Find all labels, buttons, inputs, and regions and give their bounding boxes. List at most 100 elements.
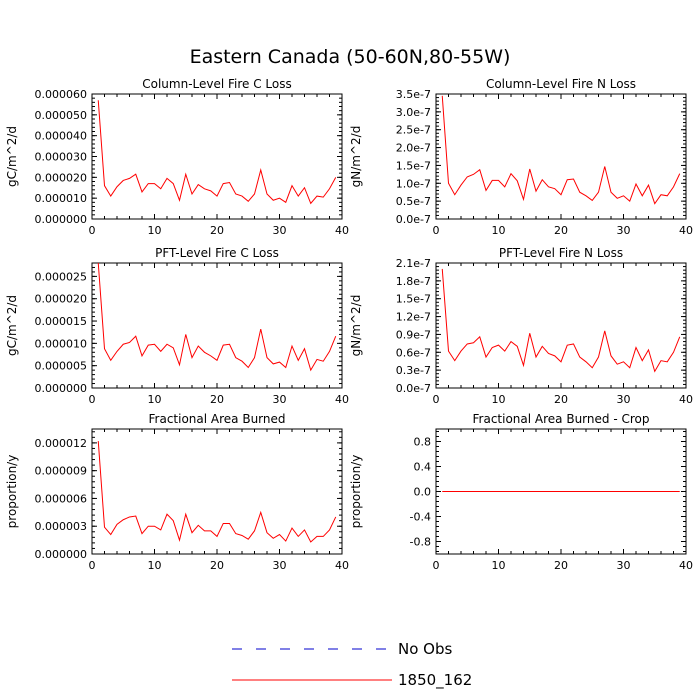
x-tick-label: 10: [148, 224, 162, 237]
y-tick-label: 0.000060: [35, 88, 88, 101]
legend-label-1: No Obs: [398, 640, 452, 658]
y-tick-label: 0.000025: [35, 270, 88, 283]
y-tick-label: 2.0e-7: [396, 142, 431, 155]
panel-4: PFT-Level Fire N Loss gN/m^2/d 0 10 20 30 40 0.…: [349, 246, 693, 406]
y-tick-label: 0.000030: [35, 151, 88, 164]
y-tick-label: 3.5e-7: [396, 88, 431, 101]
x-tick-label: 40: [335, 224, 349, 237]
plot-frame: [92, 94, 342, 219]
x-tick-label: 20: [210, 559, 224, 572]
y-tick-label: 0.000009: [35, 465, 88, 478]
plot-frame: [92, 263, 342, 388]
y-tick-label: 0.0e-7: [396, 213, 431, 226]
x-tick-label: 30: [273, 393, 287, 406]
y-axis-label: gC/m^2/d: [5, 126, 19, 187]
x-tick-label: 10: [148, 393, 162, 406]
series-line-1850_162: [98, 263, 336, 370]
y-tick-label: 0.000020: [35, 293, 88, 306]
panel-1: Column-Level Fire C LossgC/m^2/d01020304…: [5, 77, 349, 237]
y-tick-label: 0.000000: [35, 548, 88, 561]
x-tick-label: 10: [492, 559, 506, 572]
y-axis-label: gN/m^2/d: [349, 295, 363, 357]
x-tick-label: 0: [89, 559, 96, 572]
panel-5: Fractional Area Burned proportion/y 0 10 20 3…: [5, 412, 349, 572]
x-tick-label: 30: [273, 224, 287, 237]
plot-frame: [436, 263, 686, 388]
panel-title: PFT-Level Fire C Loss: [155, 246, 279, 260]
x-tick-label: 40: [335, 559, 349, 572]
x-tick-label: 30: [273, 559, 287, 572]
y-tick-label: 0.000000: [35, 382, 88, 395]
x-tick-label: 40: [335, 393, 349, 406]
y-tick-label: 1.5e-7: [396, 159, 431, 172]
legend-label-2: 1850_162: [398, 671, 472, 690]
x-tick-label: 10: [492, 224, 506, 237]
y-tick-label: 1.8e-7: [396, 275, 431, 288]
plot-frame: [436, 94, 686, 219]
y-tick-label: 0.6e-7: [396, 346, 431, 359]
x-tick-label: 40: [679, 224, 693, 237]
y-axis-label: gN/m^2/d: [349, 126, 363, 188]
x-tick-label: 0: [433, 393, 440, 406]
y-tick-label: 0.000015: [35, 315, 88, 328]
panel-6: Fractional Area Burned - Crop proportion/…: [349, 412, 693, 572]
x-tick-label: 40: [679, 393, 693, 406]
y-tick-label: 1.2e-7: [396, 311, 431, 324]
y-tick-label: 0.000005: [35, 360, 88, 373]
y-tick-label: 0.8: [414, 436, 432, 449]
series-line-1850_162: [442, 269, 680, 371]
y-tick-label: 0.0: [414, 486, 432, 499]
y-tick-label: 0.0e-7: [396, 382, 431, 395]
series-line-1850_162: [98, 100, 336, 203]
plot-frame: [92, 429, 342, 554]
y-tick-label: 0.000003: [35, 520, 88, 533]
x-tick-label: 0: [433, 224, 440, 237]
y-tick-label: 0.000010: [35, 337, 88, 350]
x-tick-label: 30: [617, 224, 631, 237]
y-tick-label: 0.4: [414, 461, 432, 474]
x-tick-label: 30: [617, 559, 631, 572]
x-tick-label: 10: [148, 559, 162, 572]
x-tick-label: 0: [89, 393, 96, 406]
panel-title: Column-Level Fire N Loss: [486, 77, 636, 91]
legend: No Obs 1850_162: [232, 640, 472, 690]
y-tick-label: 0.000012: [35, 437, 88, 450]
x-tick-label: 40: [679, 559, 693, 572]
y-tick-label: 1.5e-7: [396, 293, 431, 306]
y-tick-label: 1.0e-7: [396, 177, 431, 190]
y-tick-label: 0.000010: [35, 192, 88, 205]
x-tick-label: 0: [433, 559, 440, 572]
y-tick-label: -0.4: [410, 511, 431, 524]
panel-3: PFT-Level Fire C Loss gC/m^2/d 0 10 20 30 40 0.…: [5, 246, 349, 406]
y-tick-label: 0.000050: [35, 109, 88, 122]
panels: Column-Level Fire C Loss gC/m^2/d 0 10 20 30 4…: [5, 77, 693, 572]
y-axis-label: proportion/y: [5, 455, 19, 529]
y-tick-label: 2.1e-7: [396, 257, 431, 270]
y-tick-label: 0.5e-7: [396, 195, 431, 208]
y-tick-label: 3.0e-7: [396, 106, 431, 119]
x-tick-label: 0: [89, 224, 96, 237]
y-tick-label: 0.000020: [35, 171, 88, 184]
y-tick-label: 0.9e-7: [396, 328, 431, 341]
panel-title: PFT-Level Fire N Loss: [499, 246, 623, 260]
x-tick-label: 20: [554, 224, 568, 237]
y-tick-label: 0.000006: [35, 492, 88, 505]
series-line-1850_162: [98, 441, 336, 542]
panel-title: Column-Level Fire C Loss: [142, 77, 292, 91]
x-tick-label: 20: [554, 393, 568, 406]
x-tick-label: 20: [554, 559, 568, 572]
x-tick-label: 30: [617, 393, 631, 406]
y-tick-label: 2.5e-7: [396, 124, 431, 137]
panel-title: Fractional Area Burned - Crop: [473, 412, 650, 426]
y-axis-label: gC/m^2/d: [5, 295, 19, 356]
x-tick-label: 20: [210, 393, 224, 406]
panel-2: Column-Level Fire N Loss gN/m^2/d 0 10 20 30 4…: [349, 77, 693, 237]
y-axis-label: proportion/y: [349, 455, 363, 529]
y-tick-label: -0.8: [410, 536, 431, 549]
x-tick-label: 10: [492, 393, 506, 406]
series-line-1850_162: [442, 96, 680, 204]
y-tick-label: 0.3e-7: [396, 364, 431, 377]
y-tick-label: 0.000040: [35, 130, 88, 143]
panel-title: Fractional Area Burned: [149, 412, 286, 426]
